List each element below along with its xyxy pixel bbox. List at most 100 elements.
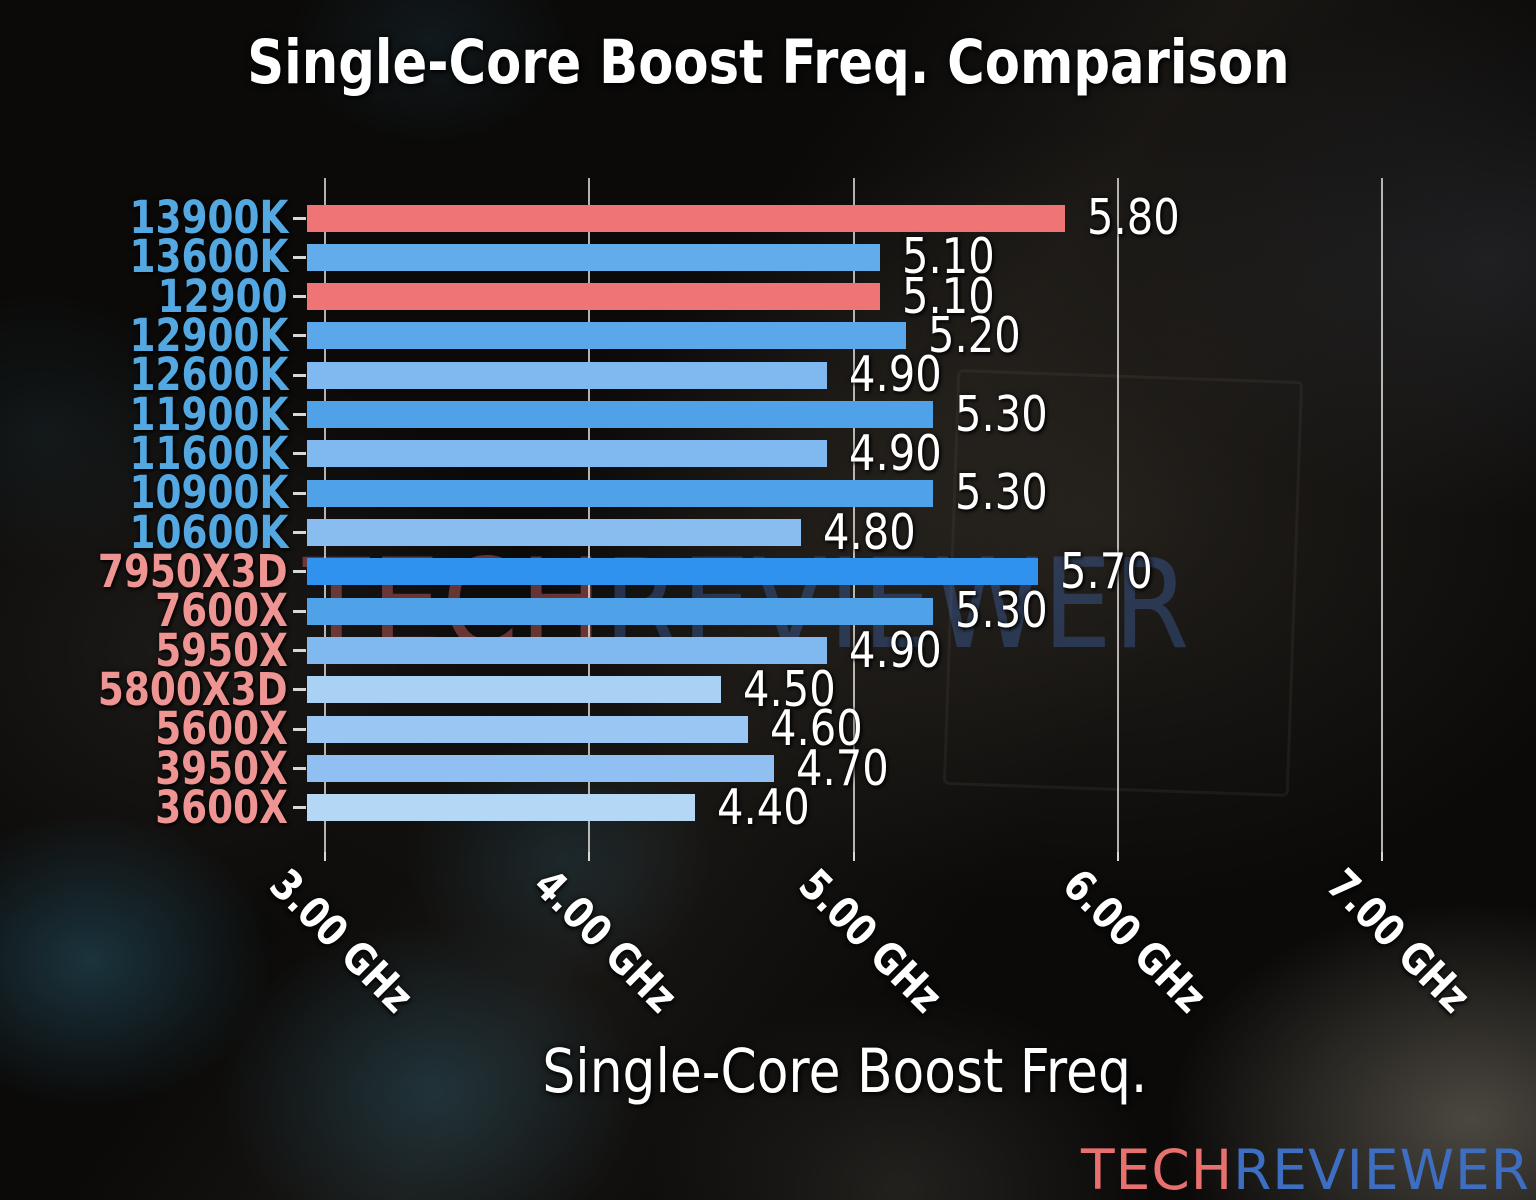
bar-value-label-text: 5.70	[1060, 542, 1154, 600]
bar-value-label-text: 4.80	[822, 503, 916, 561]
x-axis-label: Single-Core Boost Freq.	[307, 1040, 1382, 1104]
bar-value-label: 4.50	[743, 660, 852, 718]
bar-value-label: 4.60	[770, 704, 879, 754]
bar-value-label-text: 4.90	[849, 621, 942, 679]
bar-value-label: 5.30	[955, 468, 1064, 518]
chart-title: Single-Core Boost Freq. Comparison	[0, 30, 1536, 96]
y-tick-label-text: 13600K	[129, 230, 288, 284]
grid-line	[324, 178, 326, 852]
y-tick-label: 7950X3D	[0, 548, 288, 595]
bar	[307, 283, 880, 311]
bar	[307, 794, 695, 822]
bar-value-label: 5.30	[954, 385, 1064, 443]
bar-value-label-text: 4.50	[743, 660, 837, 718]
bar-value-label-text: 4.60	[769, 700, 863, 758]
y-tick-label: 12600K	[0, 352, 288, 398]
bar	[307, 401, 933, 429]
bar	[307, 519, 801, 547]
bar-value-label: 4.40	[716, 778, 826, 836]
bar-value-label-text: 5.30	[954, 582, 1048, 640]
bar	[307, 322, 907, 350]
bar	[307, 479, 933, 507]
y-tick-label-text: 12900	[158, 269, 288, 323]
y-tick-label-text: 5950X	[155, 623, 288, 677]
y-tick-label: 5600X	[0, 706, 288, 752]
y-tick-label: 10600K	[0, 509, 288, 556]
x-tick-mark	[1116, 852, 1119, 861]
y-tick-label: 12900K	[0, 308, 288, 362]
x-tick-mark	[588, 852, 591, 861]
x-tick-mark	[852, 852, 855, 861]
y-tick-mark	[293, 727, 306, 731]
y-tick-mark	[293, 767, 306, 771]
y-tick-mark	[293, 531, 306, 535]
grid-line	[1381, 178, 1383, 852]
grid-line	[852, 178, 855, 852]
bar-value-label: 5.10	[902, 232, 1011, 282]
x-tick-mark	[1381, 852, 1383, 861]
y-tick-label-text: 7600X	[155, 584, 288, 638]
y-tick-label-text: 5800X3D	[98, 662, 288, 716]
bar	[307, 361, 828, 389]
y-tick-mark	[293, 688, 306, 692]
y-tick-label-text: 10900K	[129, 466, 288, 520]
x-tick-mark	[324, 852, 326, 861]
x-tick-label: 3.00 GHz	[259, 859, 423, 1023]
grid-line	[1116, 178, 1119, 852]
bar	[307, 755, 775, 783]
y-tick-label: 11600K	[0, 426, 288, 480]
y-tick-label-text: 13900K	[129, 191, 288, 244]
bar-value-label-text: 4.90	[849, 424, 942, 482]
y-tick-mark	[293, 452, 306, 456]
y-tick-label: 13600K	[0, 234, 288, 280]
y-tick-label: 13900K	[0, 195, 288, 241]
bar-value-label: 4.90	[849, 621, 958, 679]
y-tick-label-text: 3600X	[155, 780, 288, 834]
bar	[307, 715, 748, 743]
y-tick-mark	[293, 413, 306, 417]
x-tick-label: 5.00 GHz	[788, 859, 952, 1023]
bar-value-label: 5.10	[901, 267, 1011, 325]
bar-value-label: 4.80	[822, 503, 932, 561]
bar-value-label-text: 4.70	[796, 739, 889, 797]
y-tick-label: 7600X	[0, 588, 288, 634]
chart-title-text: Single-Core Boost Freq. Comparison	[246, 27, 1290, 98]
bar-value-label-text: 5.30	[954, 385, 1048, 443]
y-tick-mark	[293, 570, 306, 574]
y-tick-label-text: 11600K	[129, 426, 288, 480]
y-tick-mark	[293, 609, 306, 613]
bar	[307, 440, 828, 468]
bar-value-label-text: 5.80	[1086, 189, 1180, 246]
y-tick-mark	[293, 491, 306, 495]
bar-value-label-text: 4.90	[849, 346, 942, 404]
y-tick-mark	[293, 255, 306, 259]
y-tick-label-text: 3950X	[155, 741, 288, 795]
x-tick-label: 6.00 GHz	[1052, 859, 1216, 1023]
bar-value-label: 5.80	[1087, 193, 1196, 243]
brand-logo-reviewer: REVIEWER	[1233, 1138, 1530, 1200]
bar-value-label-text: 5.20	[928, 306, 1022, 364]
y-tick-mark	[293, 649, 306, 653]
y-tick-mark	[293, 806, 306, 810]
bar	[307, 637, 828, 665]
grid-line	[588, 178, 591, 852]
bar-value-label-text: 4.40	[716, 778, 810, 836]
y-tick-label-text: 12900K	[129, 308, 288, 362]
y-tick-label-text: 12600K	[129, 348, 288, 402]
y-tick-label: 12900	[0, 269, 288, 323]
bar-value-label-text: 5.30	[954, 464, 1048, 522]
bar-value-label: 4.90	[849, 350, 958, 400]
y-tick-mark	[293, 373, 306, 377]
y-tick-label: 10900K	[0, 470, 288, 516]
bar-value-label-text: 5.10	[901, 228, 995, 286]
bar	[307, 204, 1065, 232]
y-tick-label-text: 5600X	[155, 702, 288, 756]
x-axis-label-text: Single-Core Boost Freq.	[542, 1036, 1147, 1107]
bar-value-label: 4.90	[849, 424, 958, 482]
x-tick-label: 4.00 GHz	[524, 859, 687, 1023]
y-tick-label: 3600X	[0, 780, 288, 834]
bar-value-label-text: 5.10	[901, 267, 995, 325]
y-tick-mark	[293, 334, 306, 338]
bar	[307, 597, 933, 625]
